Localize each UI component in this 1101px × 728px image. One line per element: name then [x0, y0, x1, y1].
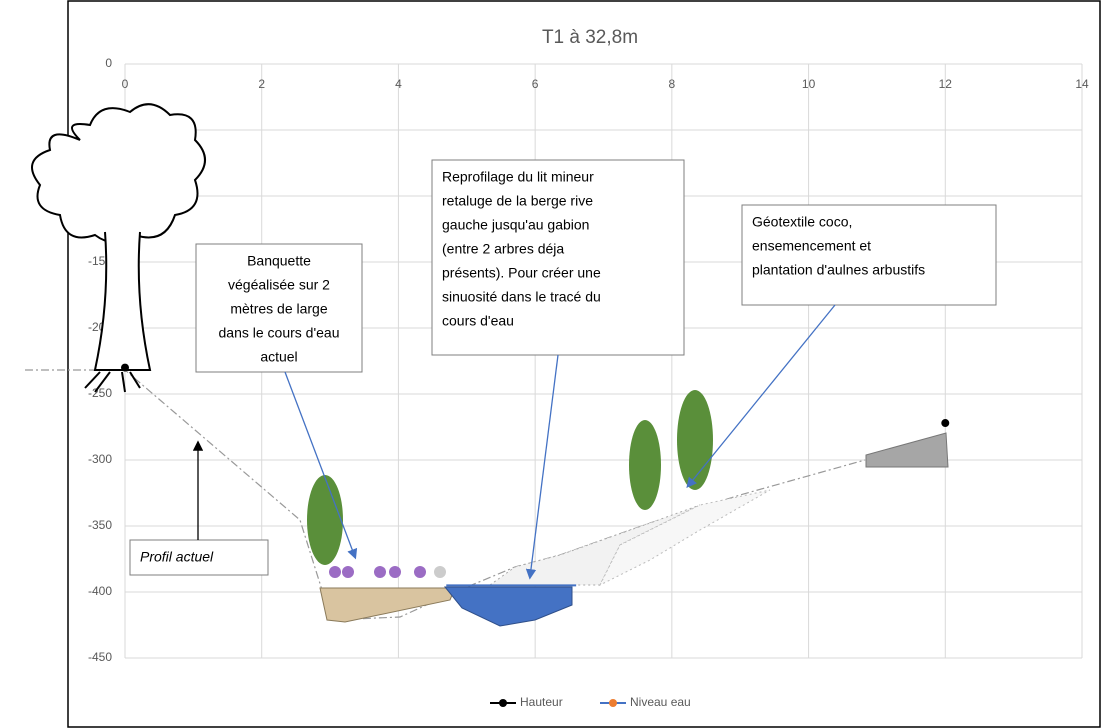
shrubs [307, 390, 713, 565]
x-tick-label: 10 [802, 77, 816, 91]
marks [121, 363, 950, 587]
legend-label: Hauteur [520, 695, 563, 709]
y-tick-label: -450 [88, 650, 112, 664]
annotation-text: (entre 2 arbres déja [442, 241, 564, 257]
annotation-text: végéalisée sur 2 [228, 277, 330, 293]
flowers [329, 566, 446, 578]
x-tick-label: 0 [122, 77, 129, 91]
y-tick-label: -300 [88, 452, 112, 466]
chart-title: T1 à 32,8m [542, 27, 638, 48]
legend-label: Niveau eau [630, 695, 691, 709]
annotation-box [195, 243, 363, 373]
y-tick-label: -350 [88, 518, 112, 532]
x-tick-label: 14 [1075, 77, 1089, 91]
annotation-text: gauche jusqu'au gabion [442, 217, 589, 233]
annotation-text: Géotextile coco, [752, 214, 852, 230]
annotation-text: cours d'eau [442, 313, 514, 329]
annotations: Profil actuel Banquette végéalisée sur 2 mè… [129, 159, 997, 580]
x-tick-label: 2 [258, 77, 265, 91]
y-tick-label: -250 [88, 386, 112, 400]
legend-marker [499, 699, 507, 707]
annotation-text: dans le cours d'eau [219, 325, 340, 341]
x-tick-label: 8 [669, 77, 676, 91]
annotation-arrow [525, 354, 559, 580]
marker [121, 363, 129, 372]
annotation-box [741, 204, 997, 306]
annotation-text: retaluge de la berge rive [442, 193, 593, 209]
y-tick-label: -400 [88, 584, 112, 598]
bank-zone [598, 489, 771, 587]
reprofile-zone [488, 504, 701, 586]
illustration [25, 103, 949, 627]
x-tick-label: 4 [395, 77, 402, 91]
annotation-box [431, 159, 685, 356]
annotation-box [129, 539, 269, 576]
annotation-text: mètres de large [230, 301, 327, 317]
annotation-text: Profil actuel [140, 549, 214, 565]
tree-crown [31, 103, 206, 244]
legend-marker [609, 699, 617, 707]
legend: Hauteur Niveau eau [490, 695, 691, 709]
annotation-text: Banquette [247, 253, 311, 269]
annotation-text: plantation d'aulnes arbustifs [752, 262, 925, 278]
y-tick-label: 0 [105, 56, 112, 70]
marker [941, 419, 950, 428]
x-tick-label: 12 [939, 77, 953, 91]
annotation-arrow [284, 371, 358, 560]
annotation-arrow [686, 304, 836, 489]
water [443, 586, 573, 627]
tree-roots [84, 371, 141, 393]
annotation-text: ensemencement et [752, 238, 871, 254]
annotation-text: présents). Pour créer une [442, 265, 601, 281]
annotation-text: Reprofilage du lit mineur [442, 169, 594, 185]
annotation-text: actuel [260, 349, 297, 365]
annotation-text: sinuosité dans le tracé du [442, 289, 601, 305]
x-tick-label: 6 [532, 77, 539, 91]
gabion [865, 432, 949, 468]
profile-line [25, 369, 323, 591]
banquette [319, 587, 456, 623]
